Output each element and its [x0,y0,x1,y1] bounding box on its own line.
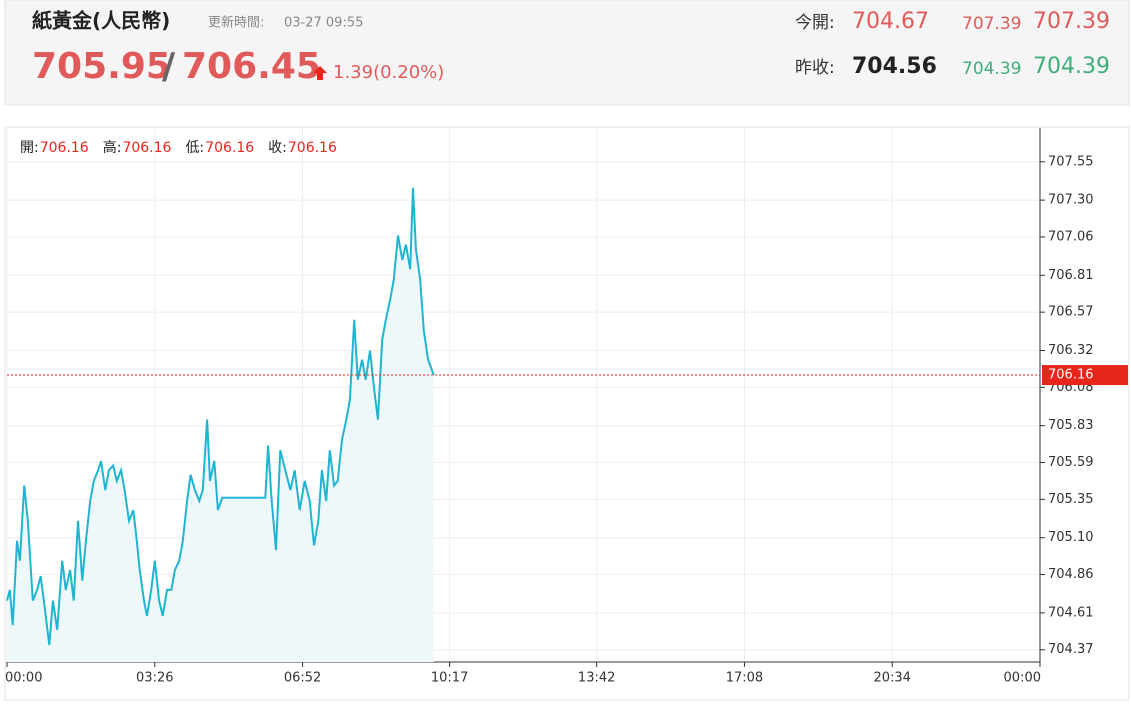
y-tick-label: 705.35 [1048,492,1094,507]
ohlc-value: 706.16 [288,140,337,156]
prev-close-label: 昨收: [795,58,835,78]
ohlc-label: 高: [103,139,122,156]
y-tick-label: 706.57 [1048,305,1094,320]
update-label: 更新時間: [208,15,264,31]
change: 1.39(0.20%) [333,62,444,83]
x-tick-label: 00:00 [5,671,42,686]
chart: 704.37 704.61 704.86 705.10 705.35 705.59 705.… [5,128,1128,686]
area [7,187,434,663]
x-tick-label: 17:08 [726,671,763,686]
x-tick-label: 10:17 [431,671,468,686]
open: 704.67 [852,9,929,34]
high: 707.39 [1033,9,1110,34]
y-tick-label: 706.32 [1048,343,1094,358]
separator: / [162,46,176,87]
ohlc-label: 低: [185,140,204,156]
y-tick-label: 704.61 [1048,605,1094,620]
x-tick-label: 03:26 [136,671,173,686]
current-price-box [1042,365,1128,386]
y-tick-label: 707.30 [1048,193,1094,208]
price-line [6,187,435,646]
y-tick-label: 704.37 [1048,642,1094,657]
x-tick-label: 20:34 [873,671,910,686]
up-arrow [313,66,327,80]
y-tick-label: 707.55 [1048,154,1094,169]
y-tick-label: 705.59 [1048,455,1094,470]
x-tick-label: 13:42 [578,671,615,686]
ohlc-value: 706.16 [122,140,171,156]
quote-panel [4,0,1130,106]
y-tick-label: 704.86 [1048,567,1094,582]
low-small: 704.39 [962,59,1021,79]
open-label: 今開: [795,13,835,33]
y-tick-label: 707.06 [1048,229,1094,244]
ohlc-value: 706.16 [40,140,89,156]
low: 704.39 [1033,54,1110,79]
y-tick-label: 705.83 [1048,418,1094,433]
high-small: 707.39 [962,14,1021,34]
x-tick-label: 00:00 [1004,671,1041,686]
ohlc-value: 706.16 [205,140,254,156]
x-tick-label: 06:52 [284,671,321,686]
y-tick-label: 705.10 [1048,530,1094,545]
update-time: 03-27 09:55 [284,16,363,31]
prev-close: 704.56 [852,54,937,79]
bid: 705.95 [32,46,171,87]
ohlc-label: 開: [20,140,39,156]
ohlc-label: 收: [268,140,287,156]
title: 紙黃金(人民幣) [32,9,170,33]
ask: 706.45 [182,46,321,87]
current-price-label: 706.16 [1048,368,1094,383]
y-tick-label: 706.81 [1048,268,1094,283]
